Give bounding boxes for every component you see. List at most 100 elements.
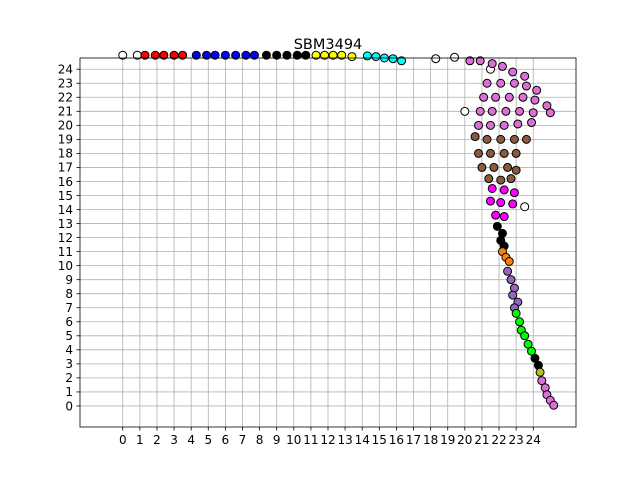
data-point	[508, 290, 518, 300]
data-point	[249, 50, 259, 60]
x-tick-label: 5	[204, 433, 212, 447]
series-12	[511, 308, 537, 356]
series-8	[485, 183, 519, 222]
x-tick-label: 22	[491, 433, 506, 447]
data-point	[503, 162, 513, 172]
data-point	[485, 148, 495, 158]
x-tick-label: 13	[337, 433, 352, 447]
data-point	[489, 162, 499, 172]
data-point	[527, 118, 537, 128]
data-point	[520, 71, 530, 81]
data-point	[520, 202, 530, 212]
series-15	[537, 376, 559, 410]
y-tick-label: 18	[58, 147, 73, 161]
data-point	[527, 346, 537, 356]
data-point	[530, 353, 540, 363]
x-tick-label: 3	[170, 433, 178, 447]
y-tick-label: 4	[65, 343, 73, 357]
x-tick-label: 17	[406, 433, 421, 447]
y-tick-label: 6	[65, 315, 73, 329]
y-tick-label: 1	[65, 385, 73, 399]
data-point	[191, 50, 201, 60]
data-point	[537, 376, 547, 386]
x-tick-label: 1	[136, 433, 144, 447]
chart-title: SBM3494	[294, 37, 363, 53]
data-point	[231, 50, 241, 60]
data-point	[504, 92, 514, 102]
data-point	[499, 212, 509, 222]
data-point	[511, 165, 521, 175]
y-tick-label: 21	[58, 105, 73, 119]
x-tick-label: 0	[119, 433, 127, 447]
data-point	[506, 174, 516, 184]
x-tick-label: 18	[423, 433, 438, 447]
data-point	[515, 317, 525, 327]
data-point	[210, 50, 220, 60]
series-13	[530, 353, 543, 370]
series-1	[140, 50, 188, 60]
data-point	[487, 106, 497, 116]
data-point	[511, 308, 521, 318]
data-point	[241, 50, 251, 60]
y-tick-label: 15	[58, 189, 73, 203]
y-tick-label: 16	[58, 175, 73, 189]
y-tick-label: 2	[65, 371, 73, 385]
data-point	[140, 50, 150, 60]
data-point	[202, 50, 212, 60]
data-point	[292, 50, 302, 60]
y-tick-label: 23	[58, 77, 73, 91]
data-point	[491, 92, 501, 102]
data-point	[515, 106, 525, 116]
data-point	[474, 148, 484, 158]
series-11	[503, 266, 523, 313]
data-point	[492, 221, 502, 231]
x-tick-label: 24	[526, 433, 541, 447]
data-point	[460, 106, 470, 116]
data-point	[272, 50, 282, 60]
series-14	[535, 367, 545, 377]
data-point	[487, 59, 497, 69]
data-point	[118, 50, 128, 60]
data-point	[496, 198, 506, 208]
y-tick-label: 24	[58, 63, 73, 77]
y-tick-label: 8	[65, 287, 73, 301]
data-point	[499, 185, 509, 195]
data-point	[530, 95, 540, 105]
data-point	[545, 108, 555, 118]
x-tick-label: 7	[239, 433, 247, 447]
data-point	[479, 92, 489, 102]
x-tick-label: 10	[286, 433, 301, 447]
data-point	[549, 400, 559, 410]
data-point	[521, 134, 531, 144]
y-tick-label: 12	[58, 231, 73, 245]
data-point	[150, 50, 160, 60]
data-point	[520, 331, 530, 341]
data-point	[506, 275, 516, 285]
data-point	[371, 52, 381, 62]
data-point	[485, 120, 495, 130]
x-tick-label: 11	[303, 433, 318, 447]
data-point	[509, 188, 519, 198]
y-tick-label: 14	[58, 203, 73, 217]
data-point	[220, 50, 230, 60]
x-tick-label: 4	[187, 433, 195, 447]
series-2	[191, 50, 259, 60]
y-tick-label: 13	[58, 217, 73, 231]
data-point	[518, 92, 528, 102]
x-axis-ticks: 0 1 2 3 4 5 6 7 8 9 10 11 12 13 14 15 16 17 18 19 20 21 22 23 24	[119, 427, 541, 447]
x-tick-label: 19	[440, 433, 455, 447]
data-point	[521, 81, 531, 91]
x-tick-label: 23	[508, 433, 523, 447]
y-tick-label: 9	[65, 273, 73, 287]
data-point	[501, 106, 511, 116]
data-point	[320, 50, 330, 60]
data-point	[513, 119, 523, 129]
data-point	[178, 50, 188, 60]
data-point	[362, 51, 372, 61]
x-tick-label: 9	[273, 433, 281, 447]
y-tick-label: 10	[58, 259, 73, 273]
data-point	[301, 50, 311, 60]
x-tick-label: 8	[256, 433, 264, 447]
